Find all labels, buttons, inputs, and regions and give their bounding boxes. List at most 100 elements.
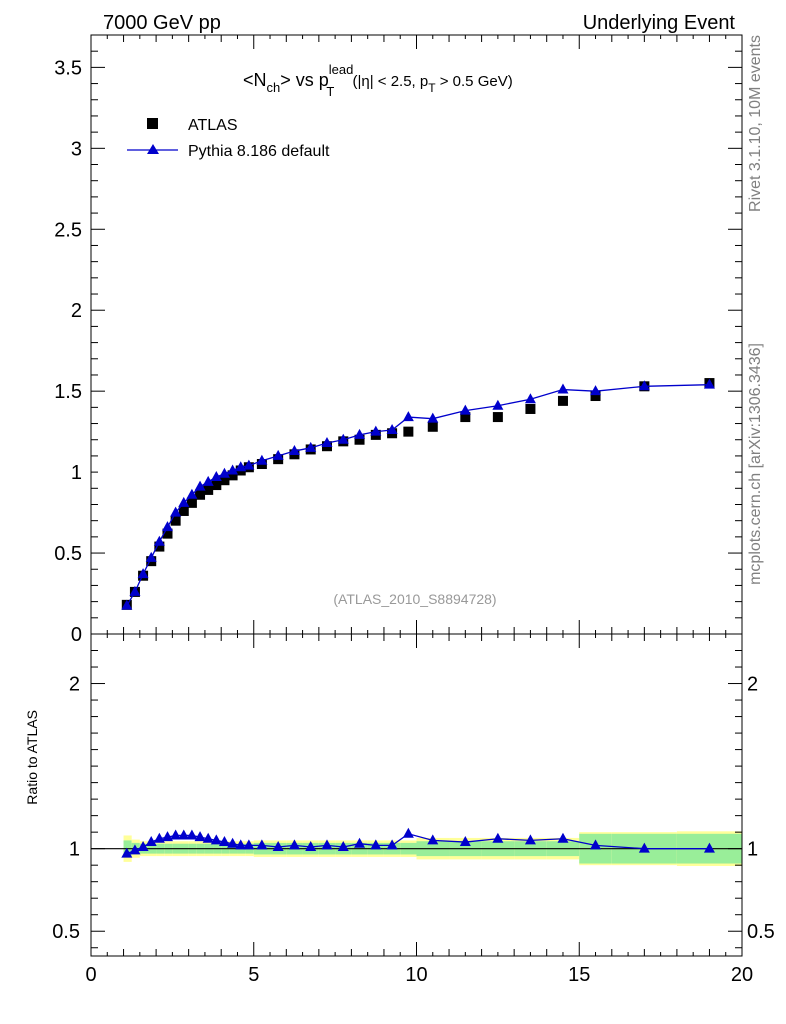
ratio-pythia-point bbox=[638, 842, 650, 853]
ratio-pythia-line bbox=[126, 833, 710, 855]
pythia-point bbox=[170, 506, 182, 517]
ratio-y-tick-label-right: 2 bbox=[747, 674, 758, 696]
ratio-pythia-point bbox=[305, 841, 317, 852]
atlas-point bbox=[154, 541, 165, 552]
legend-atlas-marker bbox=[147, 118, 158, 129]
x-tick-label: 20 bbox=[731, 964, 753, 986]
atlas-point bbox=[427, 421, 438, 432]
pythia-point bbox=[321, 436, 333, 447]
ratio-pythia-point bbox=[153, 832, 165, 843]
atlas-point bbox=[525, 403, 536, 414]
atlas-point bbox=[460, 412, 471, 423]
pythia-point bbox=[590, 385, 602, 396]
pythia-point bbox=[402, 411, 414, 422]
pythia-point bbox=[161, 521, 173, 532]
legend: ATLAS Pythia 8.186 default bbox=[127, 117, 330, 160]
ratio-y-tick-label-right: 0.5 bbox=[747, 921, 775, 943]
mcplots-credit: mcplots.cern.ch [arXiv:1306.3436] bbox=[747, 343, 764, 585]
ratio-pythia-point bbox=[459, 836, 471, 847]
ratio-pythia-point bbox=[178, 829, 190, 840]
pythia-point bbox=[137, 568, 149, 579]
pythia-point bbox=[218, 467, 230, 478]
ratio-pythia-point bbox=[145, 836, 157, 847]
y-tick-label: 2 bbox=[71, 300, 82, 322]
pythia-point bbox=[202, 475, 214, 486]
atlas-point bbox=[557, 395, 568, 406]
title-mid: > vs p bbox=[280, 70, 329, 90]
atlas-point bbox=[492, 412, 503, 423]
ratio-pythia-point bbox=[370, 839, 382, 850]
legend-pythia-marker bbox=[147, 144, 159, 154]
ratio-pythia-point bbox=[210, 834, 222, 845]
ratio-pythia-point bbox=[272, 841, 284, 852]
ratio-pythia-point bbox=[402, 827, 414, 838]
pythia-point bbox=[227, 464, 239, 475]
y-tick-label: 0.5 bbox=[54, 543, 82, 565]
title-post: > 0.5 GeV) bbox=[436, 73, 513, 90]
ratio-pythia-point bbox=[137, 841, 149, 852]
pythia-point bbox=[305, 441, 317, 452]
ratio-pythia-point bbox=[703, 842, 715, 853]
pythia-point bbox=[427, 412, 439, 423]
analysis-tag: (ATLAS_2010_S8894728) bbox=[333, 591, 496, 607]
y-tick-label: 2.5 bbox=[54, 219, 82, 241]
pythia-point bbox=[121, 599, 133, 610]
ratio-pythia-point bbox=[590, 839, 602, 850]
ratio-pythia-point bbox=[386, 839, 398, 850]
pythia-point bbox=[210, 470, 222, 481]
ratio-panel: 0 5 10 15 20 0.5 0.5 1 1 2 2 Ratio to ATLAS bbox=[24, 633, 775, 986]
pythia-point bbox=[524, 393, 536, 404]
atlas-point bbox=[162, 528, 173, 539]
x-tick-label: 5 bbox=[248, 964, 259, 986]
main-title: <Nch> vs plead T (|η| < 2.5, pT > 0.5 GeV… bbox=[243, 62, 513, 99]
atlas-point bbox=[186, 497, 197, 508]
pythia-point bbox=[243, 459, 255, 470]
pythia-point bbox=[129, 585, 141, 596]
pythia-point bbox=[256, 454, 268, 465]
y-tick-label: 1 bbox=[71, 462, 82, 484]
ratio-frame bbox=[90, 633, 743, 957]
legend-atlas-label: ATLAS bbox=[188, 117, 238, 134]
ratio-pythia-point bbox=[524, 834, 536, 845]
pythia-point bbox=[272, 449, 284, 460]
atlas-point bbox=[195, 489, 206, 500]
ratio-pythia-point bbox=[227, 837, 239, 848]
atlas-point bbox=[203, 484, 214, 495]
atlas-point bbox=[354, 434, 365, 445]
ratio-y-tick-label: 1 bbox=[69, 839, 80, 861]
ratio-pythia-point bbox=[170, 829, 182, 840]
ratio-pythia-point bbox=[557, 832, 569, 843]
pythia-point bbox=[703, 378, 715, 389]
pythia-point bbox=[638, 380, 650, 391]
ratio-pythia-point bbox=[337, 841, 349, 852]
ratio-pythia-point bbox=[129, 844, 141, 855]
ratio-pythia-point bbox=[161, 831, 173, 842]
pythia-point bbox=[459, 404, 471, 415]
atlas-point bbox=[403, 426, 414, 437]
x-tick-label: 15 bbox=[568, 964, 590, 986]
ratio-pythia-point bbox=[321, 839, 333, 850]
title-sub-t2: T bbox=[428, 81, 436, 95]
main-marks bbox=[121, 378, 715, 610]
main-axis-ticks: 0 0.5 1 1.5 2 2.5 3 3.5 bbox=[54, 35, 743, 646]
pythia-point bbox=[194, 480, 206, 491]
pythia-point bbox=[337, 433, 349, 444]
title-sup-lead: lead bbox=[329, 62, 354, 77]
pythia-line bbox=[126, 384, 710, 606]
header-left: 7000 GeV pp bbox=[103, 12, 221, 34]
atlas-point bbox=[227, 470, 238, 481]
rivet-credit: Rivet 3.1.10, 10M events bbox=[747, 35, 764, 212]
ratio-pythia-point bbox=[427, 834, 439, 845]
pythia-point bbox=[145, 551, 157, 562]
pythia-point bbox=[235, 461, 247, 472]
legend-pythia-label: Pythia 8.186 default bbox=[188, 143, 330, 160]
title-sub-ch: ch bbox=[267, 80, 281, 95]
atlas-point bbox=[211, 480, 222, 491]
ratio-pythia-point bbox=[492, 832, 504, 843]
atlas-point bbox=[178, 505, 189, 516]
header-right: Underlying Event bbox=[583, 12, 736, 34]
pythia-point bbox=[186, 488, 198, 499]
main-panel: <Nch> vs plead T (|η| < 2.5, pT > 0.5 GeV… bbox=[54, 34, 743, 646]
pythia-point bbox=[178, 496, 190, 507]
